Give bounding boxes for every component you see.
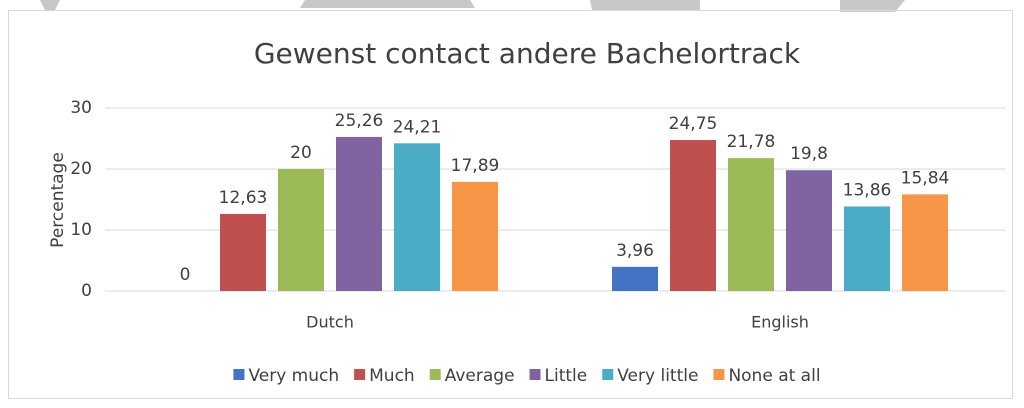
value-label: 25,26 <box>335 111 384 131</box>
legend-swatch <box>354 369 366 380</box>
y-tick-label: 0 <box>81 281 92 301</box>
x-tick-label: Dutch <box>306 313 354 332</box>
value-label: 24,21 <box>393 117 442 137</box>
value-label: 13,86 <box>843 180 892 200</box>
legend-swatch <box>233 369 245 380</box>
y-tick-label: 10 <box>70 220 92 240</box>
chart-border <box>8 10 1013 399</box>
value-label: 21,78 <box>727 132 776 152</box>
legend-label: Average <box>445 366 515 386</box>
bar <box>394 143 440 291</box>
legend-swatch <box>429 369 441 380</box>
tab-decoration <box>840 0 905 12</box>
value-label: 15,84 <box>901 168 950 188</box>
x-tick-label: English <box>751 313 809 332</box>
value-label: 19,8 <box>790 144 828 164</box>
legend-swatch <box>713 369 725 380</box>
legend-swatch <box>602 369 614 380</box>
value-label: 17,89 <box>451 156 500 176</box>
bar <box>728 158 774 291</box>
bar <box>670 140 716 291</box>
tab-decoration <box>590 0 700 10</box>
legend: Very much Much Average Little Very little Non… <box>233 366 821 386</box>
legend-label: None at all <box>728 366 820 386</box>
bar <box>336 136 382 291</box>
bar <box>612 266 658 291</box>
y-axis-label: Percentage <box>48 152 68 248</box>
value-label: 12,63 <box>219 188 268 208</box>
tab-decoration <box>40 0 60 10</box>
value-label: 3,96 <box>616 241 654 261</box>
bar <box>844 206 890 291</box>
bar <box>902 194 948 291</box>
bar <box>786 170 832 291</box>
legend-label: Very little <box>617 366 698 386</box>
legend-label: Much <box>369 366 415 386</box>
value-label: 24,75 <box>669 114 718 134</box>
bar <box>278 169 324 291</box>
bar <box>220 213 266 291</box>
legend-swatch <box>529 369 541 380</box>
value-label: 20 <box>290 143 312 163</box>
bar <box>452 181 498 291</box>
value-label: 0 <box>180 265 191 285</box>
chart-title: Gewenst contact andere Bachelortrack <box>254 37 801 70</box>
y-tick-label: 30 <box>70 98 92 118</box>
tab-decoration <box>300 0 475 8</box>
legend-label: Very much <box>248 366 339 386</box>
y-tick-label: 20 <box>70 159 92 179</box>
legend-label: Little <box>545 366 588 386</box>
